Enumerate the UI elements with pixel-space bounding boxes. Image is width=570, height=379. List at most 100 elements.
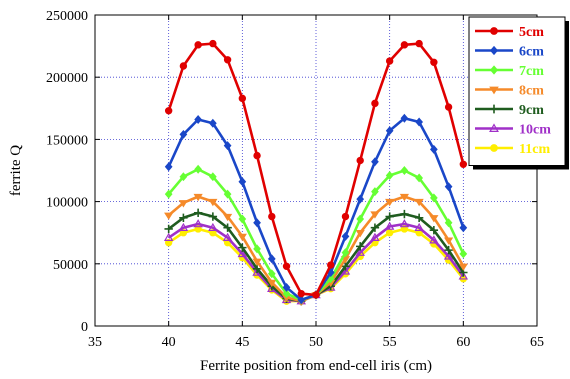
data-point xyxy=(384,221,395,230)
data-point xyxy=(399,219,410,228)
data-point xyxy=(209,39,217,48)
x-tick-label: 60 xyxy=(456,335,470,350)
data-point xyxy=(371,187,379,197)
data-point xyxy=(444,245,453,255)
legend: 5cm 6cm 7cm 8cm 9cm 10cm 11cm xyxy=(468,16,569,170)
data-point xyxy=(282,289,291,299)
data-point xyxy=(415,117,423,127)
data-point xyxy=(400,41,409,49)
data-point xyxy=(355,230,365,238)
legend-marker xyxy=(489,86,499,95)
data-point xyxy=(163,232,174,241)
data-point xyxy=(415,173,423,183)
data-point xyxy=(400,209,409,219)
x-tick-label: 35 xyxy=(88,335,102,350)
legend-marker xyxy=(489,123,499,132)
data-point xyxy=(194,225,202,233)
data-point xyxy=(400,166,409,175)
legend-label: 11cm xyxy=(519,142,550,157)
legend-marker xyxy=(489,45,499,56)
data-point xyxy=(238,243,247,252)
data-point xyxy=(164,107,173,115)
series-line xyxy=(167,116,465,302)
data-point xyxy=(209,172,217,182)
data-point xyxy=(385,171,394,180)
data-point xyxy=(164,189,173,199)
data-point xyxy=(341,248,350,258)
legend-entry: 9cm xyxy=(475,103,544,118)
data-point xyxy=(209,118,217,128)
legend-label: 5cm xyxy=(519,25,544,40)
data-point xyxy=(179,62,188,70)
axis-ticks: 35 40 45 50 55 60 65 0 50000 100000 150000 200000 25… xyxy=(46,9,544,350)
data-point xyxy=(414,222,424,232)
data-point xyxy=(253,244,261,254)
data-point xyxy=(444,103,453,111)
data-point xyxy=(459,249,468,259)
series-8cm xyxy=(164,193,468,306)
data-point xyxy=(430,193,438,203)
legend-entry: 10cm xyxy=(475,123,551,138)
x-tick-label: 65 xyxy=(530,335,544,350)
data-point xyxy=(267,269,276,279)
data-point xyxy=(459,160,468,168)
y-axis-label: ferrite Q xyxy=(8,145,24,196)
series-6cm xyxy=(164,113,468,305)
x-tick-label: 55 xyxy=(383,335,397,350)
data-point xyxy=(370,211,380,219)
data-point xyxy=(178,200,189,208)
data-point xyxy=(355,247,365,256)
y-tick-label: 50000 xyxy=(53,258,88,273)
data-point xyxy=(164,212,174,220)
data-point xyxy=(371,157,379,167)
data-point xyxy=(194,164,202,174)
data-point xyxy=(458,263,468,271)
y-tick-label: 250000 xyxy=(46,9,88,24)
data-point xyxy=(415,39,423,48)
data-point xyxy=(282,262,291,270)
data-point xyxy=(164,162,173,172)
y-tick-label: 0 xyxy=(81,320,88,335)
data-point xyxy=(223,223,232,232)
data-point xyxy=(253,218,261,228)
legend-label: 9cm xyxy=(519,103,544,118)
series-layer xyxy=(163,39,469,306)
data-point xyxy=(209,229,217,237)
data-point xyxy=(164,238,173,247)
data-point xyxy=(444,218,453,228)
y-tick-label: 100000 xyxy=(46,196,88,211)
data-point xyxy=(194,41,202,49)
data-point xyxy=(223,141,232,151)
data-point xyxy=(458,271,469,280)
data-point xyxy=(327,261,335,269)
legend-marker xyxy=(490,27,498,35)
data-point xyxy=(385,126,394,136)
legend-marker xyxy=(489,104,499,114)
data-point xyxy=(222,213,233,222)
data-point xyxy=(341,231,350,241)
data-point xyxy=(297,289,305,298)
data-point xyxy=(194,115,202,124)
data-point xyxy=(237,233,247,242)
data-point xyxy=(178,222,189,232)
data-point xyxy=(237,248,248,258)
data-point xyxy=(164,224,173,234)
data-point xyxy=(400,113,409,123)
data-point xyxy=(193,219,203,228)
data-point xyxy=(370,232,380,241)
data-point xyxy=(179,129,188,139)
data-point xyxy=(193,208,203,217)
data-point xyxy=(223,189,232,199)
legend-entry: 8cm xyxy=(475,84,544,99)
data-point xyxy=(223,56,232,64)
legend-label: 8cm xyxy=(519,84,544,99)
data-point xyxy=(444,182,453,192)
data-point xyxy=(208,198,218,207)
data-point xyxy=(415,229,423,237)
legend-entry: 5cm xyxy=(475,25,544,40)
legend-entry: 7cm xyxy=(475,64,544,79)
data-point xyxy=(341,262,350,271)
legend-label: 6cm xyxy=(519,45,544,60)
data-point xyxy=(238,94,247,103)
data-point xyxy=(179,213,188,222)
